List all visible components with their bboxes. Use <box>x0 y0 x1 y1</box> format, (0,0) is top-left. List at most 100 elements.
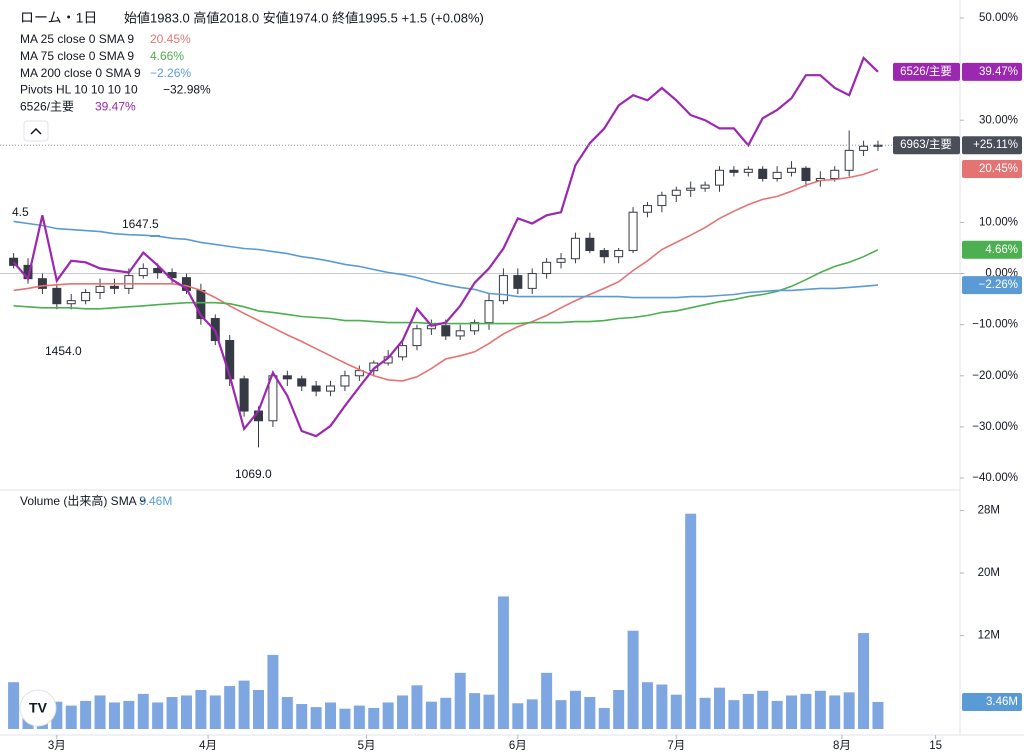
badge-value: 4.66% <box>985 244 1018 256</box>
volume-bar <box>80 700 92 729</box>
volume-bar <box>800 693 812 729</box>
volume-bar <box>65 705 77 729</box>
x-tick-label: 6月 <box>509 740 527 752</box>
volume-bar <box>267 654 279 729</box>
volume-sma-label: 3.46M <box>139 494 172 508</box>
badge <box>962 62 1022 81</box>
volume-bar <box>814 690 826 729</box>
candle-body <box>37 278 47 289</box>
candle-body <box>614 250 624 258</box>
candle-body <box>354 370 364 377</box>
volume-bar <box>180 695 192 729</box>
volume-bar <box>541 672 553 729</box>
volume-bar <box>555 700 567 729</box>
badge <box>962 240 1022 259</box>
volume-bar <box>152 702 164 729</box>
volume-bar <box>497 596 509 729</box>
candle-body <box>124 275 134 289</box>
candle-body <box>729 169 739 173</box>
volume-bar <box>353 705 365 729</box>
candle-body <box>787 167 797 173</box>
volume-bar <box>685 513 697 729</box>
x-tick-label: 15 <box>929 740 942 752</box>
candle-body <box>830 169 840 179</box>
volume-bar <box>641 682 653 729</box>
volume-bar <box>771 700 783 729</box>
y-tick-label: 30.00% <box>979 114 1018 126</box>
pivot-label: 1454.0 <box>45 344 82 358</box>
candle-body <box>398 345 408 358</box>
volume-bar <box>512 703 524 729</box>
x-tick-label: 4月 <box>199 740 217 752</box>
volume-bar <box>757 690 769 729</box>
candle-body <box>657 194 667 207</box>
legend-value: −2.26% <box>150 66 191 80</box>
candle-body <box>340 375 350 387</box>
candle-body <box>844 149 854 171</box>
marks: 50.00%30.00%10.00%0.00%−10.00%−20.00%−30… <box>0 12 1018 752</box>
volume-bar <box>699 697 711 729</box>
volume-bar <box>166 697 178 729</box>
x-tick-label: 8月 <box>833 740 851 752</box>
volume-bar <box>526 699 538 729</box>
badge-name: 6526/主要 <box>900 65 952 78</box>
candle-body <box>109 285 119 289</box>
candle-body <box>686 187 696 191</box>
volume-bar <box>137 693 149 729</box>
volume-bar <box>209 695 221 729</box>
volume-bar <box>339 708 351 729</box>
badge <box>962 276 1022 295</box>
candle-body <box>585 237 595 252</box>
logo[interactable] <box>19 689 57 727</box>
collapse-button[interactable] <box>23 120 49 142</box>
candle-body <box>513 275 523 289</box>
candle-body <box>297 378 307 387</box>
candle-body <box>9 257 19 266</box>
volume-bar <box>382 702 394 729</box>
volume-bar <box>483 694 495 729</box>
volume-bar <box>224 686 236 729</box>
volume-bar <box>310 707 322 729</box>
candle-body <box>873 144 883 147</box>
volume-bar <box>108 702 120 729</box>
volume-bar <box>714 687 726 729</box>
volume-title: Volume (出来高) SMA 9 <box>20 493 146 508</box>
volume-bar <box>281 697 293 729</box>
legend-name: 6526/主要 <box>20 99 74 113</box>
y-tick-label: −30.00% <box>972 421 1018 433</box>
badge-name-bg <box>893 62 960 81</box>
candle-body <box>95 285 105 293</box>
volume-bar <box>670 694 682 729</box>
candle-body <box>52 287 62 305</box>
candle-body <box>412 328 422 347</box>
candle-body <box>700 184 710 189</box>
badge-value: 39.47% <box>979 66 1018 78</box>
x-tick-label: 5月 <box>358 740 376 752</box>
ohlc-header: 始値1983.0 高値2018.0 安値1974.0 終値1995.5 +1.5… <box>124 10 484 25</box>
candle-body <box>743 168 753 173</box>
pivot-label: 4.5 <box>12 205 29 219</box>
volume-bar <box>872 702 884 729</box>
candle-body <box>66 300 76 305</box>
legend-value: 4.66% <box>150 49 184 63</box>
candle-body <box>556 258 566 263</box>
badge <box>962 136 1022 155</box>
candle-body <box>441 325 451 337</box>
candle-body <box>772 171 782 179</box>
volume-bar <box>94 695 106 729</box>
candle-body <box>498 275 508 302</box>
volume-bar <box>51 701 63 729</box>
volume-bar <box>325 702 337 729</box>
line-series <box>12 55 879 438</box>
volume-bar <box>786 695 798 729</box>
volume-bar <box>397 695 409 729</box>
x-tick-label: 7月 <box>667 740 685 752</box>
volume-tick-label: 12M <box>978 629 1000 641</box>
candle-body <box>599 250 609 258</box>
overlay: ローム・1日 始値1983.0 高値2018.0 安値1974.0 終値1995… <box>12 10 1022 727</box>
volume-bar <box>728 700 740 729</box>
volume-badge-value: 3.46M <box>986 696 1018 708</box>
volume-tick-label: 20M <box>978 567 1000 579</box>
volume-bar <box>613 690 625 729</box>
legend-name: MA 200 close 0 SMA 9 <box>20 66 141 80</box>
